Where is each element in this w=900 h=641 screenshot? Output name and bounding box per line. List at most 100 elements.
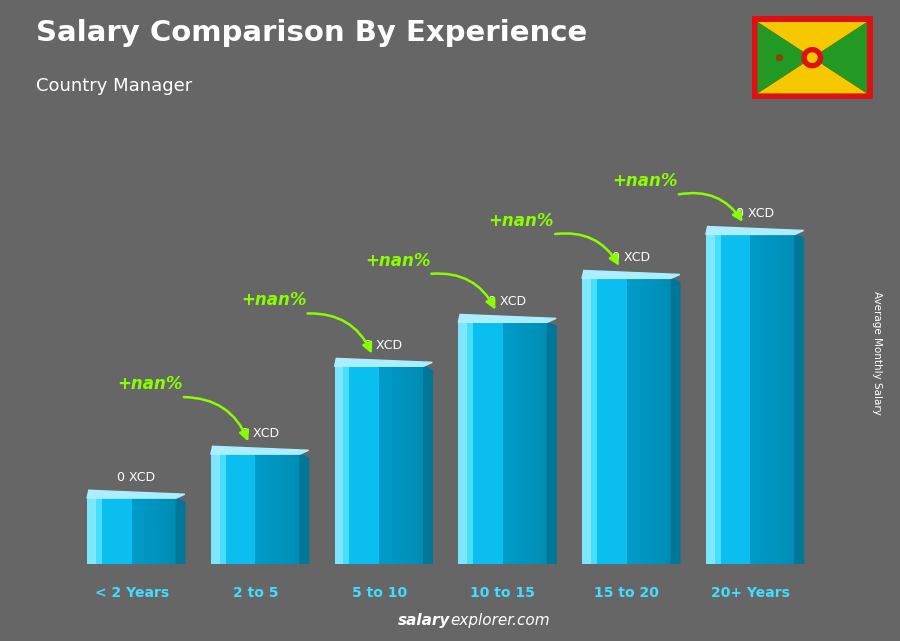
Bar bbox=[533, 322, 536, 564]
Bar bbox=[594, 278, 597, 564]
Bar bbox=[379, 366, 382, 564]
Bar bbox=[282, 454, 285, 564]
Bar bbox=[615, 278, 617, 564]
Bar bbox=[485, 322, 488, 564]
Bar bbox=[222, 454, 226, 564]
Bar bbox=[786, 235, 789, 564]
Bar bbox=[349, 366, 353, 564]
Bar bbox=[135, 498, 138, 564]
Bar bbox=[771, 235, 774, 564]
Bar bbox=[521, 322, 524, 564]
Text: < 2 Years: < 2 Years bbox=[94, 586, 168, 600]
Bar bbox=[726, 235, 730, 564]
Bar bbox=[462, 322, 464, 564]
Bar bbox=[491, 322, 494, 564]
Polygon shape bbox=[335, 358, 432, 366]
Bar bbox=[364, 366, 367, 564]
Bar bbox=[544, 322, 547, 564]
Text: 5 to 10: 5 to 10 bbox=[352, 586, 407, 600]
Bar bbox=[603, 278, 606, 564]
Bar bbox=[635, 278, 638, 564]
Bar bbox=[385, 366, 388, 564]
Bar bbox=[653, 278, 656, 564]
Bar bbox=[353, 366, 356, 564]
Text: explorer.com: explorer.com bbox=[450, 613, 550, 628]
Text: 20+ Years: 20+ Years bbox=[711, 586, 790, 600]
Text: 15 to 20: 15 to 20 bbox=[594, 586, 659, 600]
Bar bbox=[358, 366, 361, 564]
Bar bbox=[126, 498, 129, 564]
Text: Salary Comparison By Experience: Salary Comparison By Experience bbox=[36, 19, 587, 47]
Bar bbox=[712, 235, 715, 564]
Bar bbox=[642, 278, 644, 564]
Bar bbox=[758, 22, 867, 94]
Bar bbox=[288, 454, 291, 564]
Text: +nan%: +nan% bbox=[117, 374, 183, 393]
Bar bbox=[464, 322, 467, 564]
Bar bbox=[394, 366, 397, 564]
Bar bbox=[497, 322, 500, 564]
Bar bbox=[152, 498, 156, 564]
Bar bbox=[780, 235, 783, 564]
Bar bbox=[512, 322, 515, 564]
Bar bbox=[388, 366, 391, 564]
Bar bbox=[256, 454, 258, 564]
Bar bbox=[789, 235, 792, 564]
Bar bbox=[247, 454, 249, 564]
Bar bbox=[706, 235, 715, 564]
Bar bbox=[765, 235, 769, 564]
Bar bbox=[656, 278, 660, 564]
Bar bbox=[744, 235, 747, 564]
Bar bbox=[129, 498, 131, 564]
Polygon shape bbox=[582, 271, 680, 278]
Bar bbox=[211, 454, 220, 564]
Bar bbox=[138, 498, 140, 564]
Bar bbox=[585, 278, 588, 564]
Bar bbox=[149, 498, 152, 564]
Text: 0 XCD: 0 XCD bbox=[612, 251, 650, 264]
Bar bbox=[597, 278, 600, 564]
Bar bbox=[252, 454, 256, 564]
Bar bbox=[87, 498, 96, 564]
Bar bbox=[633, 278, 635, 564]
Bar bbox=[96, 498, 99, 564]
Bar bbox=[346, 366, 349, 564]
Bar bbox=[600, 278, 603, 564]
Bar bbox=[777, 235, 780, 564]
Bar bbox=[220, 454, 222, 564]
Bar bbox=[113, 498, 117, 564]
Bar bbox=[108, 498, 111, 564]
Bar bbox=[291, 454, 294, 564]
Text: Country Manager: Country Manager bbox=[36, 77, 193, 95]
Bar bbox=[285, 454, 288, 564]
Text: Average Monthly Salary: Average Monthly Salary bbox=[872, 290, 883, 415]
Bar bbox=[515, 322, 518, 564]
Bar bbox=[529, 322, 533, 564]
Polygon shape bbox=[87, 490, 184, 498]
Bar bbox=[751, 235, 753, 564]
Bar bbox=[792, 235, 795, 564]
Polygon shape bbox=[758, 22, 867, 58]
Bar bbox=[249, 454, 252, 564]
Bar bbox=[356, 366, 358, 564]
Polygon shape bbox=[458, 315, 556, 322]
Bar bbox=[338, 366, 340, 564]
Bar bbox=[418, 366, 420, 564]
Bar bbox=[476, 322, 479, 564]
Bar bbox=[542, 322, 544, 564]
Bar bbox=[102, 498, 105, 564]
Bar bbox=[147, 498, 149, 564]
Bar bbox=[344, 366, 346, 564]
Bar bbox=[111, 498, 113, 564]
Bar bbox=[229, 454, 231, 564]
Bar bbox=[340, 366, 344, 564]
Bar bbox=[503, 322, 506, 564]
Bar bbox=[647, 278, 651, 564]
Bar bbox=[739, 235, 742, 564]
Bar bbox=[479, 322, 482, 564]
Bar bbox=[367, 366, 370, 564]
Polygon shape bbox=[812, 22, 867, 94]
Bar bbox=[488, 322, 491, 564]
Bar bbox=[90, 498, 93, 564]
Polygon shape bbox=[547, 322, 556, 564]
